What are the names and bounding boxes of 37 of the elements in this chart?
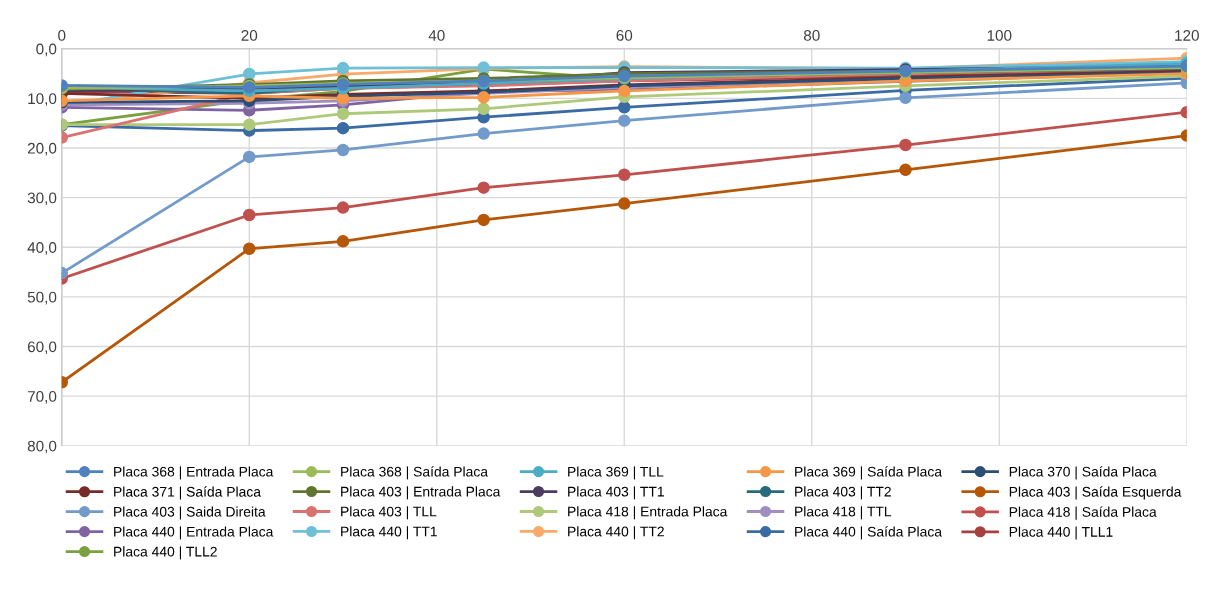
legend-label: Placa 418 | Entrada Placa: [568, 506, 728, 520]
y-tick-label: 60,0: [27, 341, 57, 355]
legend-label: Placa 440 | TT1: [341, 526, 437, 540]
legend-label: Placa 440 | Saída Placa: [795, 526, 943, 540]
y-tick-label: 70,0: [27, 391, 57, 404]
y-tick-label: 10,0: [28, 93, 57, 106]
x-tick-label: 80: [803, 30, 820, 41]
legend-label: Placa 403 | TT1: [568, 486, 664, 500]
x-tick-label: 20: [241, 30, 258, 41]
legend-label: Placa 403 | Entrada Placa: [341, 486, 501, 500]
legend-label: Placa 371 | Saída Placa: [114, 486, 261, 500]
x-tick-label: 120: [1175, 30, 1199, 41]
legend-label: Placa 368 | Saída Placa: [341, 466, 488, 480]
legend-label: Placa 403 | TT2: [795, 486, 891, 500]
legend-label: Placa 440 | TLL1: [1009, 526, 1113, 540]
legend-label: Placa 370 | Saída Placa: [1009, 466, 1157, 480]
x-tick-label: 60: [616, 30, 633, 41]
legend-label: Placa 369 | Saída Placa: [795, 466, 943, 480]
legend-label: Placa 403 | Saída Esquerda: [1009, 486, 1182, 500]
legend-label: Placa 403 | TLL: [341, 506, 437, 520]
legend-label: Placa 369 | TLL: [568, 466, 664, 480]
y-tick-label: 50,0: [27, 291, 57, 305]
y-tick-label: 0,0: [36, 43, 57, 57]
y-tick-label: 80,0: [27, 440, 57, 454]
legend-label: Placa 440 | TLL2: [114, 546, 217, 560]
legend-label: Placa 440 | TT2: [568, 526, 664, 540]
x-tick-label: 0: [58, 30, 66, 41]
x-tick-label: 100: [987, 30, 1012, 41]
legend-label: Placa 418 | TTL: [795, 506, 892, 520]
legend-label: Placa 368 | Entrada Placa: [114, 466, 274, 480]
y-tick-label: 30,0: [27, 192, 57, 206]
x-tick-label: 40: [428, 30, 445, 41]
y-tick-label: 40,0: [27, 242, 57, 255]
legend-label: Placa 418 | Saída Placa: [1009, 506, 1157, 520]
legend-label: Placa 403 | Saida Direita: [114, 506, 266, 520]
legend-label: Placa 440 | Entrada Placa: [114, 526, 274, 540]
y-tick-label: 20,0: [27, 142, 57, 156]
